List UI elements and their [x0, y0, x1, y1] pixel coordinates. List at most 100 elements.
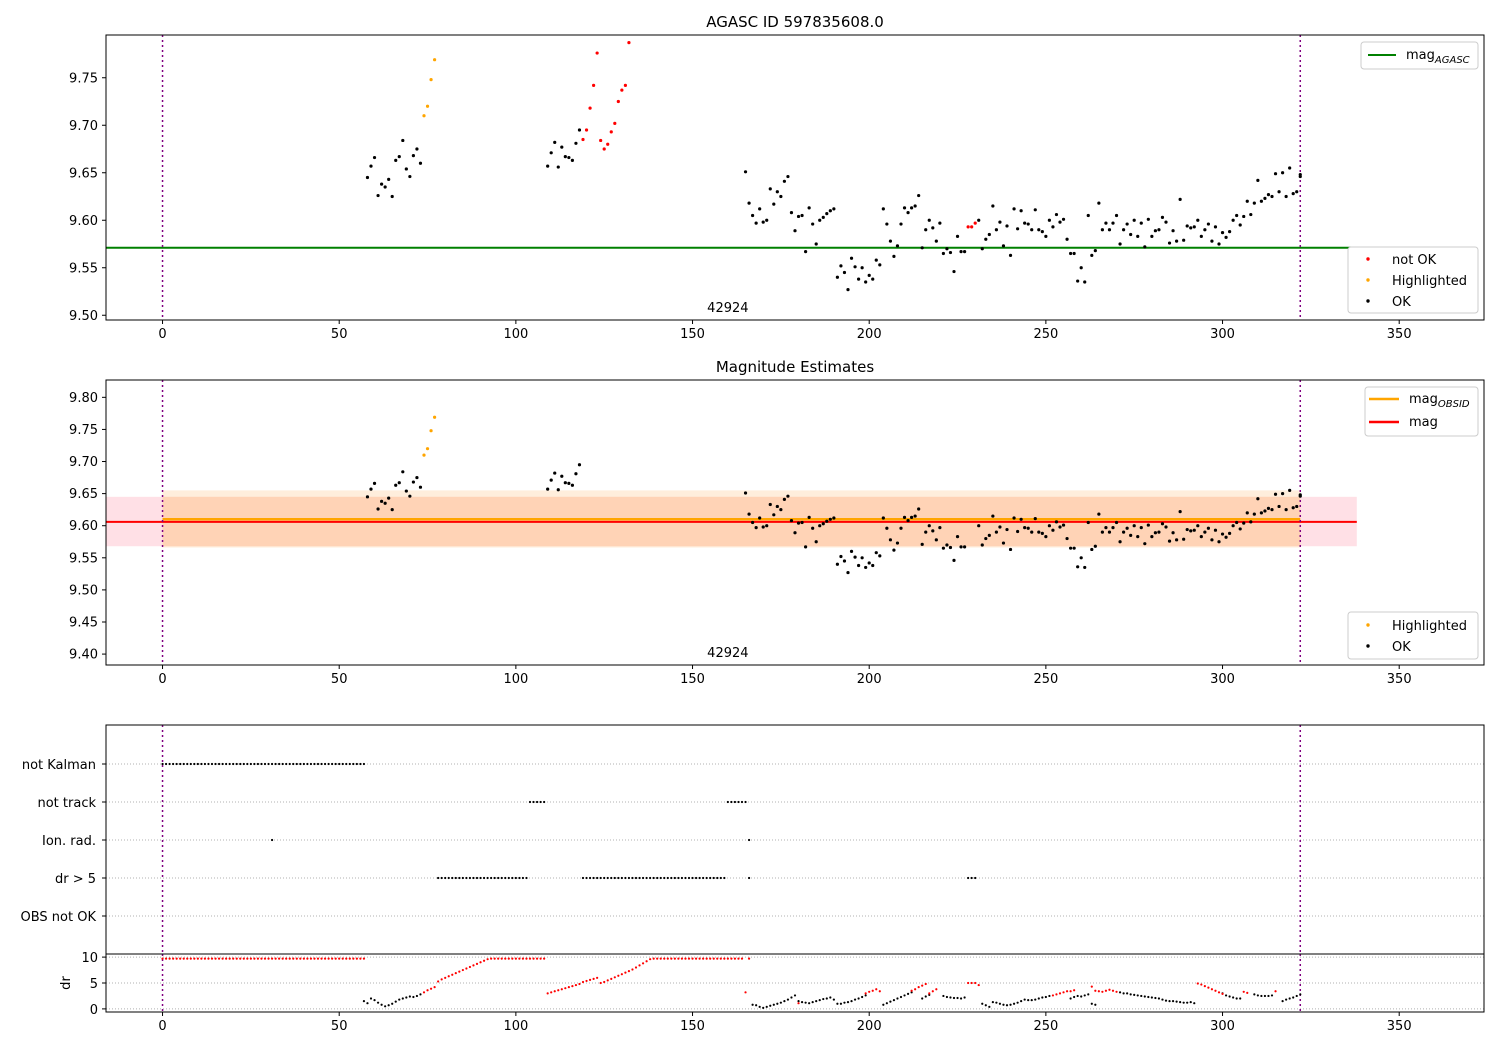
- data-point: [1118, 242, 1122, 246]
- data-point: [1224, 235, 1228, 239]
- dr-point: [320, 957, 323, 960]
- flag-point: [588, 876, 592, 880]
- data-point: [1143, 245, 1147, 249]
- dr-point: [345, 957, 348, 960]
- dr-point: [1221, 992, 1224, 995]
- data-point: [811, 526, 815, 530]
- data-point: [1086, 213, 1090, 218]
- dr-point: [560, 988, 563, 991]
- x-tick-label: 350: [1387, 1019, 1412, 1034]
- data-point: [955, 535, 960, 539]
- flag-point: [437, 876, 440, 880]
- dr-point: [1044, 995, 1047, 999]
- data-point: [768, 187, 772, 191]
- dr-point: [514, 957, 517, 960]
- x-tick-label: 50: [331, 327, 348, 342]
- data-point: [1206, 526, 1210, 530]
- data-point: [408, 174, 412, 179]
- dr-point: [200, 957, 203, 960]
- data-point: [1090, 547, 1094, 552]
- data-point: [849, 549, 854, 553]
- dr-point: [458, 970, 461, 973]
- dr-point: [603, 980, 606, 984]
- data-point: [881, 516, 885, 520]
- flag-point: [235, 762, 238, 766]
- flag-point: [444, 876, 447, 880]
- dr-point: [472, 964, 475, 967]
- flag-point: [256, 762, 260, 766]
- data-point: [885, 222, 889, 226]
- flag-point: [974, 876, 977, 880]
- data-point: [1069, 546, 1073, 550]
- data-point: [906, 211, 910, 215]
- dr-point: [1012, 1002, 1016, 1005]
- axes-frame: [105, 34, 1485, 321]
- dr-point: [1224, 994, 1228, 997]
- dr-point: [984, 1004, 987, 1007]
- data-point: [1281, 171, 1285, 175]
- data-point: [1104, 526, 1108, 530]
- dr-point: [850, 1000, 853, 1003]
- flag-point: [694, 876, 698, 880]
- x-tick-label: 100: [503, 1019, 528, 1034]
- dr-point: [567, 986, 570, 989]
- dr-point: [278, 957, 281, 960]
- data-point: [422, 114, 426, 118]
- data-point: [804, 250, 808, 254]
- dr-point: [1154, 996, 1157, 1000]
- data-point: [1104, 221, 1108, 225]
- y-tick-label: 9.80: [69, 391, 98, 406]
- flag-point: [168, 762, 171, 766]
- dr-point: [875, 988, 878, 991]
- data-point: [1051, 528, 1055, 532]
- data-point: [931, 529, 935, 533]
- data-point: [814, 540, 818, 544]
- data-point: [1199, 535, 1203, 539]
- dr-point: [596, 976, 599, 979]
- data-point: [878, 263, 882, 267]
- data-point: [1249, 520, 1253, 524]
- flag-point: [331, 762, 334, 766]
- dr-point: [896, 997, 899, 1000]
- dr-point: [882, 1003, 885, 1006]
- data-point: [1178, 197, 1182, 201]
- dr-point: [1147, 995, 1150, 999]
- dr-point: [995, 1001, 998, 1004]
- dr-point: [649, 958, 652, 961]
- flag-point: [497, 876, 500, 880]
- y-tick-label: 5: [90, 977, 98, 992]
- data-point: [1012, 207, 1016, 211]
- flag-point: [698, 876, 701, 880]
- data-point: [793, 531, 797, 535]
- dr-point: [1285, 998, 1288, 1001]
- dr-point: [161, 957, 164, 960]
- data-point: [832, 207, 836, 211]
- dr-point: [839, 1002, 843, 1005]
- flag-row-label: not track: [37, 796, 96, 811]
- dr-point: [475, 962, 479, 965]
- data-point: [1044, 234, 1048, 238]
- dr-point: [1048, 994, 1051, 998]
- data-point: [1167, 539, 1172, 543]
- flag-point: [490, 876, 493, 880]
- dr-ylabel: dr: [59, 976, 74, 990]
- data-point: [429, 78, 433, 82]
- dr-point: [203, 957, 207, 960]
- dr-point: [634, 966, 638, 969]
- data-point: [560, 145, 564, 149]
- flag-point: [232, 762, 235, 766]
- dr-point: [712, 957, 715, 960]
- data-point: [892, 548, 896, 552]
- flag-point: [716, 876, 719, 880]
- data-point: [1047, 524, 1051, 528]
- data-point: [934, 538, 938, 542]
- dr-point: [571, 985, 574, 988]
- flag-point: [207, 762, 210, 766]
- flag-point: [617, 876, 620, 880]
- y-tick-label: 9.60: [69, 214, 98, 229]
- y-tick-label: 9.65: [69, 487, 98, 502]
- data-point: [408, 494, 412, 498]
- data-point: [1224, 535, 1228, 539]
- data-point: [411, 154, 415, 158]
- dr-point: [228, 957, 231, 960]
